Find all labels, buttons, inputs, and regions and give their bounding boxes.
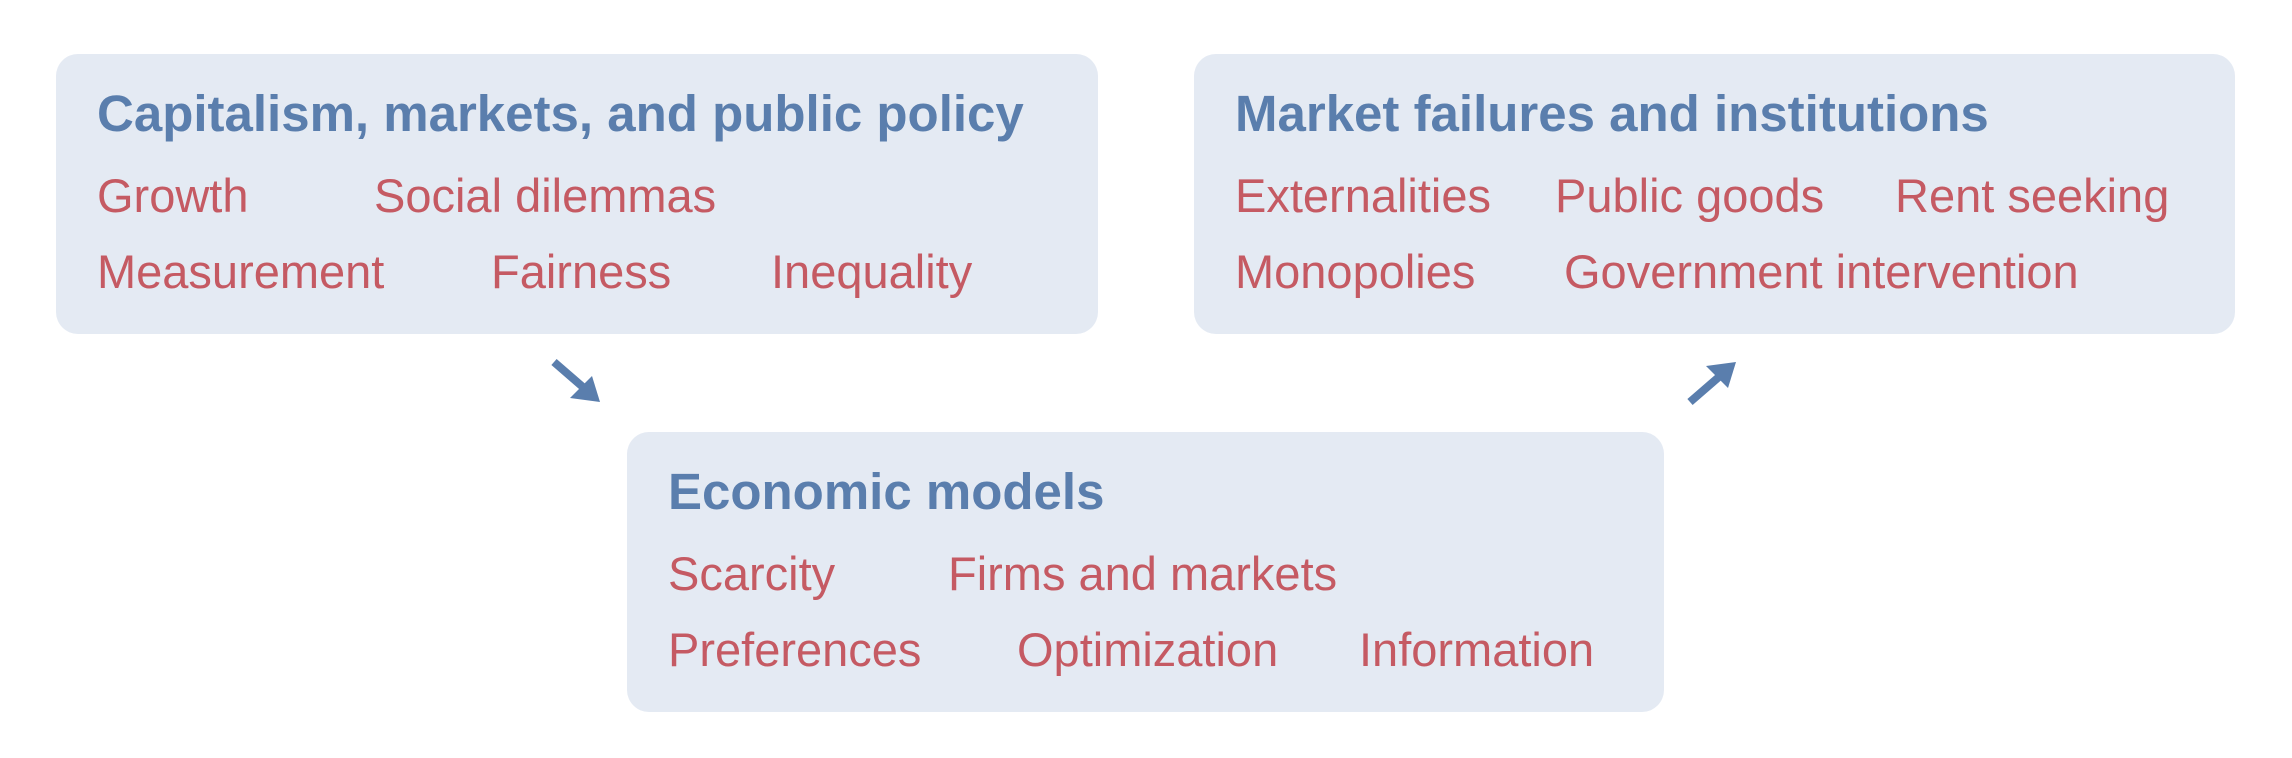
box-title: Economic models [668,463,1105,520]
box-market-failures-institutions: Market failures and institutions Externa… [1194,54,2235,334]
topic-label: Preferences [668,623,922,676]
topic-label: Growth [97,169,249,222]
topic-label: Social dilemmas [374,169,717,222]
topic-label: Externalities [1235,169,1491,222]
topic-label: Firms and markets [948,547,1338,600]
topic-label: Monopolies [1235,245,1476,298]
topic-label: Inequality [771,245,973,298]
topic-label: Measurement [97,245,385,298]
arrow-up-right-icon [1687,362,1736,406]
box-capitalism-markets-public-policy: Capitalism, markets, and public policy G… [56,54,1098,334]
topic-label: Information [1359,623,1595,676]
topic-label: Government intervention [1564,245,2079,298]
box-title: Capitalism, markets, and public policy [97,85,1024,142]
box-title: Market failures and institutions [1235,85,1989,142]
topic-label: Fairness [491,245,672,298]
topic-label: Public goods [1555,169,1825,222]
arrow-down-right-icon [551,358,600,402]
topic-label: Scarcity [668,547,836,600]
topic-label: Optimization [1017,623,1279,676]
box-economic-models: Economic models Scarcity Firms and marke… [627,432,1664,712]
topic-label: Rent seeking [1895,169,2170,222]
